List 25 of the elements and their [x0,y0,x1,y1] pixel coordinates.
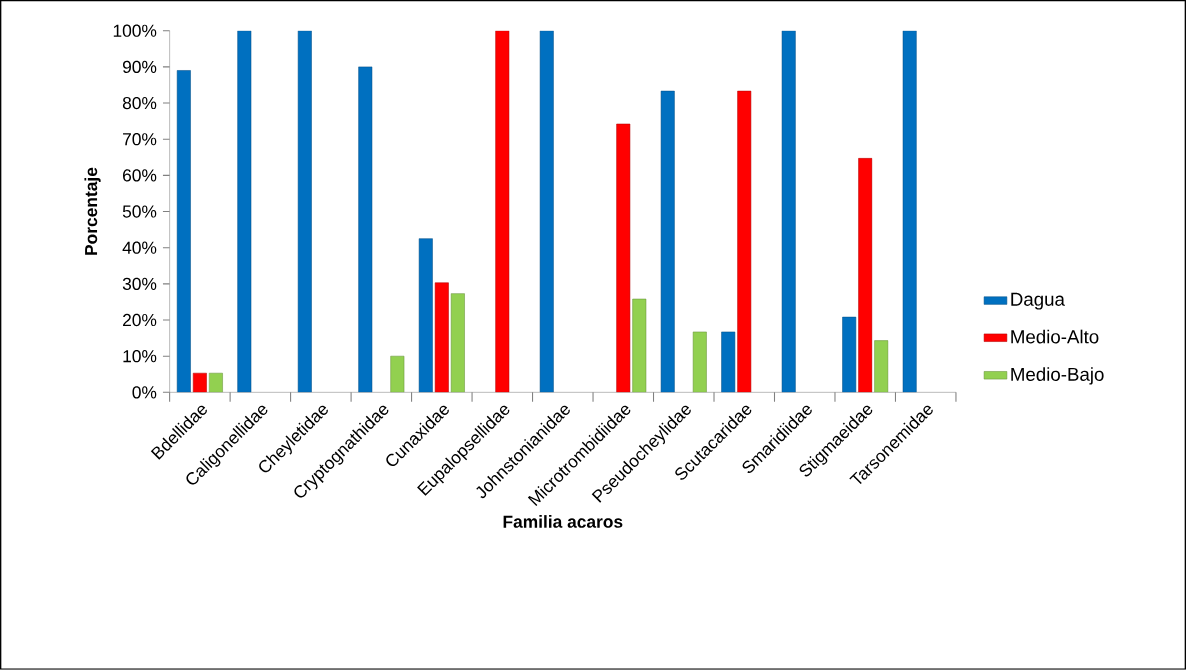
y-tick-label: 90% [122,60,157,74]
y-tick-label: 10% [123,350,157,363]
y-axis-title: Porcentaje [84,167,101,255]
legend-label: Medio-Bajo [1011,367,1104,385]
y-tick-label: 40% [122,241,157,254]
y-tick-label: 60% [123,169,157,182]
legend-label: Medio-Alto [1011,329,1099,344]
legend-label: Dagua [1011,292,1065,310]
bar [495,30,510,393]
y-tick-label: 100% [113,24,157,37]
bar [539,30,554,393]
y-tick-label: 70% [123,133,157,146]
y-tick-label: 30% [122,277,157,291]
bar [176,70,191,393]
y-tick-label: 80% [122,96,157,110]
y-tick-label: 50% [122,205,157,218]
y-tick-label: 20% [123,313,157,327]
y-tick-label: 0% [132,386,157,399]
bar [660,90,675,393]
bar [237,30,252,393]
bar [781,30,796,393]
bar [902,30,917,393]
x-axis-title: Familia acaros [503,515,623,528]
bar [297,30,312,393]
bar [737,90,752,393]
